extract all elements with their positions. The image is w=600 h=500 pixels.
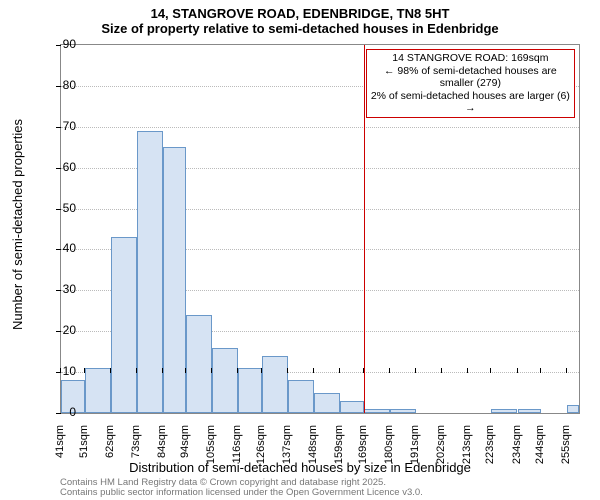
- chart-title: 14, STANGROVE ROAD, EDENBRIDGE, TN8 5HT: [0, 0, 600, 21]
- annotation-line-1: 14 STANGROVE ROAD: 169sqm: [371, 52, 570, 65]
- x-tick: [415, 368, 416, 373]
- chart-subtitle: Size of property relative to semi-detach…: [0, 21, 600, 40]
- histogram-bar: [137, 131, 163, 413]
- x-tick: [566, 368, 567, 373]
- histogram-bar: [212, 348, 238, 413]
- footer-attribution: Contains HM Land Registry data © Crown c…: [60, 478, 423, 499]
- y-tick-label: 70: [46, 119, 76, 133]
- x-axis-label: Distribution of semi-detached houses by …: [0, 460, 600, 475]
- x-tick: [339, 368, 340, 373]
- histogram-bar: [340, 401, 364, 413]
- x-tick-label: 41sqm: [54, 425, 66, 475]
- x-tick-label: 148sqm: [307, 425, 319, 475]
- y-tick-label: 60: [46, 160, 76, 174]
- annotation-line-2: ← 98% of semi-detached houses are smalle…: [371, 65, 570, 90]
- x-tick-label: 116sqm: [231, 425, 243, 475]
- x-tick: [363, 368, 364, 373]
- x-tick: [441, 368, 442, 373]
- x-tick-label: 73sqm: [130, 425, 142, 475]
- y-tick-label: 20: [46, 323, 76, 337]
- x-tick: [110, 368, 111, 373]
- plot-area: 14 STANGROVE ROAD: 169sqm← 98% of semi-d…: [60, 44, 580, 414]
- x-tick-label: 191sqm: [409, 425, 421, 475]
- y-tick-label: 40: [46, 241, 76, 255]
- y-tick-label: 80: [46, 78, 76, 92]
- histogram-bar: [491, 409, 517, 413]
- x-tick: [389, 368, 390, 373]
- x-tick-label: 169sqm: [357, 425, 369, 475]
- x-tick-label: 126sqm: [255, 425, 267, 475]
- x-tick-label: 213sqm: [461, 425, 473, 475]
- x-tick-label: 137sqm: [281, 425, 293, 475]
- histogram-bar: [288, 380, 314, 413]
- x-tick: [261, 368, 262, 373]
- histogram-bar: [390, 409, 416, 413]
- x-tick: [540, 368, 541, 373]
- x-tick: [467, 368, 468, 373]
- x-tick-label: 51sqm: [78, 425, 90, 475]
- histogram-bar: [262, 356, 288, 413]
- x-tick: [84, 368, 85, 373]
- histogram-bar: [163, 147, 187, 413]
- histogram-bar: [518, 409, 542, 413]
- x-tick: [185, 368, 186, 373]
- x-tick: [313, 368, 314, 373]
- x-tick-label: 255sqm: [560, 425, 572, 475]
- x-tick-label: 234sqm: [511, 425, 523, 475]
- y-tick-label: 90: [46, 37, 76, 51]
- x-tick-label: 105sqm: [205, 425, 217, 475]
- gridline: [61, 127, 579, 128]
- x-tick-label: 180sqm: [383, 425, 395, 475]
- chart-container: 14, STANGROVE ROAD, EDENBRIDGE, TN8 5HT …: [0, 0, 600, 500]
- x-tick: [60, 368, 61, 373]
- x-tick: [136, 368, 137, 373]
- x-tick-label: 62sqm: [104, 425, 116, 475]
- marker-line: [364, 45, 365, 413]
- x-tick: [287, 368, 288, 373]
- x-tick-label: 94sqm: [179, 425, 191, 475]
- y-tick-label: 10: [46, 364, 76, 378]
- histogram-bar: [85, 368, 111, 413]
- x-tick-label: 159sqm: [333, 425, 345, 475]
- y-axis-label-text: Number of semi-detached properties: [10, 119, 25, 330]
- x-tick-label: 202sqm: [435, 425, 447, 475]
- x-tick-label: 223sqm: [484, 425, 496, 475]
- x-tick: [211, 368, 212, 373]
- x-tick-label: 84sqm: [156, 425, 168, 475]
- y-tick-label: 50: [46, 201, 76, 215]
- x-tick-label: 244sqm: [534, 425, 546, 475]
- x-tick: [490, 368, 491, 373]
- x-tick: [517, 368, 518, 373]
- y-axis-label: Number of semi-detached properties: [10, 119, 25, 330]
- annotation-line-3: 2% of semi-detached houses are larger (6…: [371, 90, 570, 115]
- histogram-bar: [567, 405, 579, 413]
- histogram-bar: [364, 409, 390, 413]
- histogram-bar: [314, 393, 340, 413]
- y-tick-label: 30: [46, 282, 76, 296]
- y-tick-label: 0: [46, 405, 76, 419]
- histogram-bar: [238, 368, 262, 413]
- footer-line-2: Contains public sector information licen…: [60, 488, 423, 498]
- annotation-box: 14 STANGROVE ROAD: 169sqm← 98% of semi-d…: [366, 49, 575, 118]
- x-tick: [237, 368, 238, 373]
- x-tick: [162, 368, 163, 373]
- histogram-bar: [111, 237, 137, 413]
- histogram-bar: [186, 315, 212, 413]
